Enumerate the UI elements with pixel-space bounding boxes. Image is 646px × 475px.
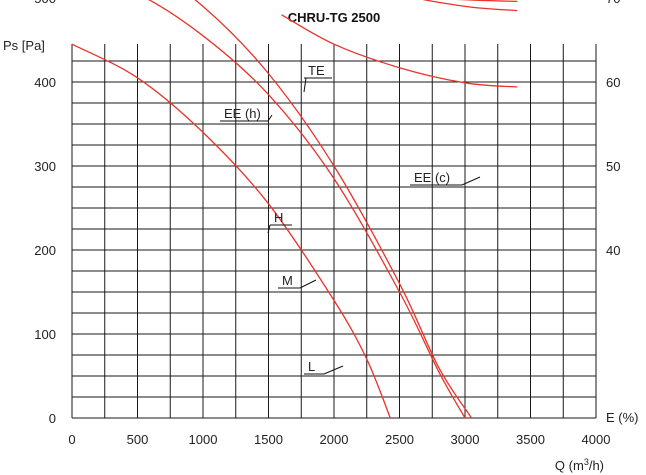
curve-label-h: H xyxy=(274,210,283,225)
curve-te xyxy=(422,0,518,12)
curve-label-l: L xyxy=(308,359,315,374)
curve-label-ee-c: EE (c) xyxy=(414,170,450,185)
x-tick-label: 0 xyxy=(68,432,75,447)
grid xyxy=(71,44,597,419)
y-tick-label-right: 60 xyxy=(606,75,620,90)
curve-h xyxy=(194,0,473,419)
curve-ee-h xyxy=(456,0,518,3)
y-tick-label-right: 70 xyxy=(606,0,620,6)
y-tick-label-right: 50 xyxy=(606,159,620,174)
curve-label-ee-h: EE (h) xyxy=(224,106,261,121)
y-tick-label-left: 0 xyxy=(49,411,56,426)
label-leader xyxy=(299,279,317,289)
curve-labels: H M L TE EE (h) EE (c) xyxy=(220,63,481,375)
label-leader xyxy=(461,176,481,186)
chart-title: CHRU-TG 2500 xyxy=(288,10,380,25)
label-leader xyxy=(267,224,271,234)
curves xyxy=(71,0,518,419)
x-axis-label: Q (m3/h) xyxy=(555,457,604,473)
y-tick-label-left: 300 xyxy=(34,159,56,174)
curve-label-m: M xyxy=(282,273,293,288)
y-tick-label-left: 500 xyxy=(34,0,56,6)
tick-labels: 0 500 1000 1500 2000 2500 3000 3500 4000 0 100 200 3… xyxy=(34,0,620,447)
label-leader xyxy=(267,114,273,122)
label-leader xyxy=(303,77,307,93)
x-tick-label: 3000 xyxy=(451,432,480,447)
y-tick-label-right: 40 xyxy=(606,243,620,258)
x-tick-label: 1500 xyxy=(254,432,283,447)
x-tick-label: 2500 xyxy=(385,432,414,447)
x-tick-label: 2000 xyxy=(320,432,349,447)
x-tick-label: 1000 xyxy=(189,432,218,447)
curve-label-te: TE xyxy=(308,63,325,78)
x-tick-label: 500 xyxy=(127,432,149,447)
y-axis-label-right: E (%) xyxy=(606,410,639,425)
x-tick-label: 3500 xyxy=(516,432,545,447)
label-leader xyxy=(323,365,344,375)
curve-ee-c xyxy=(281,14,518,88)
x-tick-label: 4000 xyxy=(582,432,611,447)
curve-m xyxy=(148,0,466,419)
y-tick-label-left: 200 xyxy=(34,243,56,258)
y-tick-label-left: 100 xyxy=(34,327,56,342)
y-axis-label-left: Ps [Pa] xyxy=(3,38,45,53)
curve-l xyxy=(71,43,391,419)
y-tick-label-left: 400 xyxy=(34,75,56,90)
